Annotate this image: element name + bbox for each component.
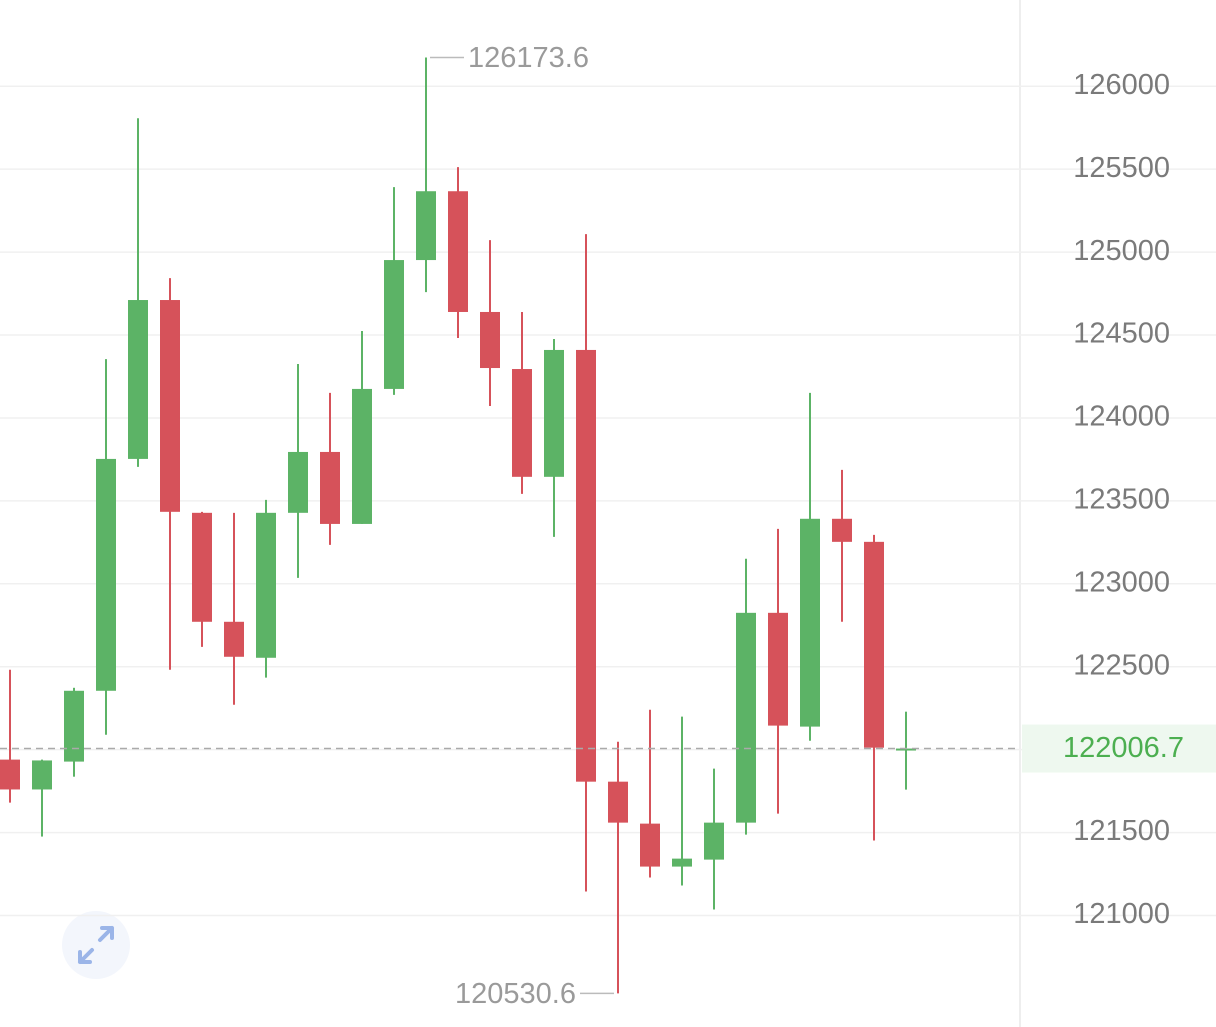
candle [864,534,884,841]
candle-body [608,781,628,823]
candle-body [768,612,788,726]
candle [352,331,372,524]
candle-body [864,541,884,748]
candle-body [480,311,500,369]
candle-body [384,260,404,389]
y-tick-label: 121000 [1073,898,1170,930]
y-tick-label: 124000 [1073,401,1170,433]
candle [832,469,852,622]
candle [736,558,756,835]
candle-body [448,191,468,312]
candle [288,364,308,578]
candle-body [96,458,116,691]
candle-body [512,369,532,477]
y-tick-label: 126000 [1073,69,1170,101]
candle-body [32,760,52,790]
candle-body [832,518,852,542]
candle [416,57,436,293]
candle [800,392,820,741]
candle-body [576,349,596,782]
candle [704,768,724,910]
candle-body [736,612,756,823]
candle-body [800,518,820,727]
candle-body [704,822,724,860]
y-tick-label: 125000 [1073,235,1170,267]
max-label: 126173.6 [468,42,589,74]
last-price-bg [1022,724,1216,773]
candle [448,167,468,339]
candle-body [224,621,244,657]
candle-body [640,823,660,867]
candle [160,278,180,670]
candle [576,234,596,892]
candle [512,311,532,494]
candle-body [0,759,20,790]
y-tick-label: 122500 [1073,649,1170,681]
candle [608,741,628,994]
candle-body [288,451,308,513]
candle [224,512,244,705]
y-tick-label: 121500 [1073,815,1170,847]
min-label: 120530.6 [455,978,576,1010]
candle-body [64,690,84,762]
candle [672,716,692,886]
candle [480,240,500,407]
expand-button[interactable] [62,911,130,979]
candle [768,528,788,814]
candle-body [544,349,564,477]
candle [896,711,916,790]
y-tick-label: 124500 [1073,318,1170,350]
candle [384,187,404,395]
candle-body [320,451,340,524]
candle [64,687,84,777]
candle-body [192,512,212,622]
y-tick-label: 123500 [1073,484,1170,516]
expand-bg[interactable] [62,911,130,979]
grid [0,85,1216,917]
candle-body [256,512,276,658]
candle [192,511,212,647]
y-tick-label: 125500 [1073,152,1170,184]
candle [320,392,340,545]
candle [32,759,52,837]
expand-icon[interactable] [78,926,114,964]
candle-body [128,300,148,459]
candle-body [416,191,436,261]
candle-body [160,300,180,512]
y-tick-label: 123000 [1073,566,1170,598]
candle [128,118,148,467]
last-price-label: 122006.7 [1063,732,1184,764]
candle [640,709,660,878]
candle [256,499,276,678]
candle-body [672,858,692,867]
candle-body [896,748,916,751]
candle [96,359,116,735]
candle-body [352,388,372,524]
candle [0,669,20,803]
candle [544,339,564,537]
